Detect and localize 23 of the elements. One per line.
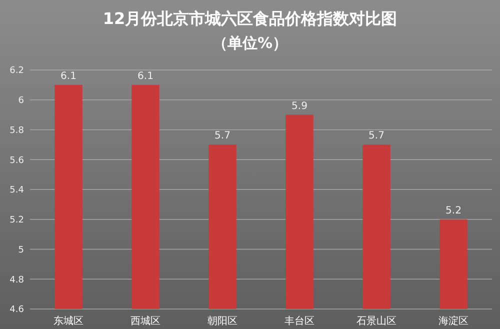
y-tick-label: 4.8 (10, 275, 24, 286)
data-label: 5.7 (368, 130, 384, 142)
data-label: 5.9 (292, 100, 308, 112)
x-tick-label: 石景山区 (356, 315, 396, 327)
x-tick-label: 西城区 (130, 315, 160, 327)
x-tick-label: 东城区 (54, 315, 84, 327)
data-label: 5.7 (214, 130, 230, 142)
x-tick-label: 朝阳区 (208, 315, 238, 327)
chart-title: 12月份北京市城六区食品价格指数对比图 (102, 9, 398, 28)
data-label: 6.1 (60, 70, 76, 82)
y-tick-label: 5.2 (10, 216, 24, 226)
y-tick-label: 5.6 (10, 156, 24, 166)
y-tick-label: 5.8 (10, 126, 24, 136)
y-tick-label: 5 (18, 245, 24, 256)
y-tick-label: 5.4 (10, 186, 24, 196)
x-tick-label: 海淀区 (438, 315, 468, 327)
x-tick-label: 丰台区 (284, 315, 314, 327)
y-tick-label: 4.6 (10, 305, 24, 316)
y-tick-label: 6.2 (10, 66, 24, 76)
data-label: 5.2 (446, 205, 462, 216)
chart-subtitle: （单位%） (212, 34, 288, 52)
data-label: 6.1 (138, 70, 154, 82)
y-tick-label: 6 (18, 96, 24, 106)
